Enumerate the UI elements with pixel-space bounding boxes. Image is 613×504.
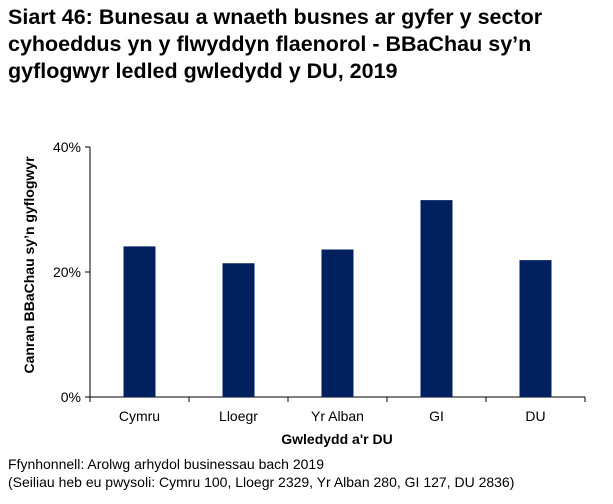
bar-lloegr [222,263,255,397]
chart-title: Siart 46: Bunesau a wnaeth busnes ar gyf… [8,5,543,83]
bar-yr-alban [321,249,354,397]
x-tick-labels: Cymru Lloegr Yr Alban GI DU [119,408,546,424]
bases-note: (Seiliau heb eu pwysoli: Cymru 100, Lloe… [8,474,515,490]
y-axis-title: Canran BBaChau sy’n gyflogwyr [21,156,37,374]
x-tick-label: Yr Alban [311,408,364,424]
x-axis-title: Gwledydd a'r DU [281,431,392,447]
bar-cymru [123,246,156,397]
y-tick-label: 20% [53,264,81,280]
bar-du [519,260,552,397]
x-tick-label: DU [525,408,545,424]
y-tick-label: 0% [61,389,81,405]
bar-series [123,200,552,397]
x-tick-label: Lloegr [219,408,258,424]
source-note: Ffynhonnell: Arolwg arhydol businessau b… [8,456,324,472]
x-tick-label: Cymru [119,408,160,424]
bar-gi [420,200,453,397]
y-tick-labels: 0% 20% 40% [53,139,81,405]
x-tick-label: GI [429,408,444,424]
y-tick-label: 40% [53,139,81,155]
